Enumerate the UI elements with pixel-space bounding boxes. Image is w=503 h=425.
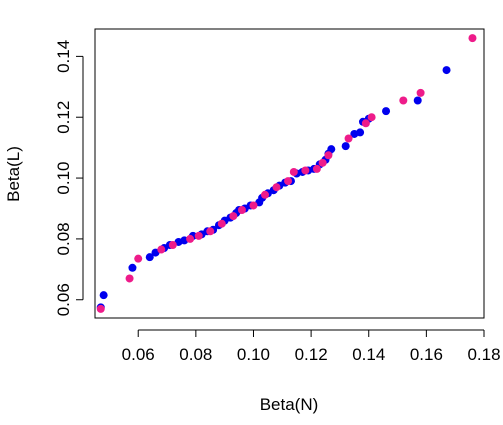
data-point-series-2 xyxy=(399,96,408,105)
data-point-series-2 xyxy=(361,119,370,128)
y-tick-label: 0.12 xyxy=(54,101,73,134)
data-point-series-2 xyxy=(229,212,238,221)
data-point-series-2 xyxy=(96,304,105,313)
data-point-series-2 xyxy=(289,167,298,176)
y-tick-label: 0.06 xyxy=(54,283,73,316)
data-point-series-2 xyxy=(324,151,333,160)
data-point-series-2 xyxy=(416,88,425,97)
data-point-series-2 xyxy=(125,274,134,283)
x-tick-label: 0.10 xyxy=(237,345,270,364)
data-point-series-2 xyxy=(318,158,327,167)
data-point-series-1 xyxy=(145,253,154,262)
data-point-series-2 xyxy=(468,34,477,43)
data-point-series-1 xyxy=(413,96,422,105)
data-point-series-1 xyxy=(128,263,137,272)
data-point-series-2 xyxy=(134,254,143,263)
data-point-series-1 xyxy=(341,142,350,151)
x-tick-label: 0.18 xyxy=(467,345,500,364)
x-tick-label: 0.12 xyxy=(295,345,328,364)
data-point-series-2 xyxy=(261,190,270,199)
data-point-series-1 xyxy=(442,66,451,75)
data-point-series-2 xyxy=(157,245,166,254)
points-layer xyxy=(96,34,477,313)
y-tick-label: 0.08 xyxy=(54,222,73,255)
plot-frame xyxy=(94,28,485,319)
data-point-series-2 xyxy=(301,166,310,175)
data-point-series-2 xyxy=(249,201,258,210)
x-tick-label: 0.08 xyxy=(179,345,212,364)
data-point-series-2 xyxy=(367,113,376,122)
data-point-series-2 xyxy=(312,164,321,173)
data-point-series-1 xyxy=(99,291,108,300)
data-point-series-2 xyxy=(168,240,177,249)
x-tick-label: 0.14 xyxy=(352,345,385,364)
y-tick-label: 0.14 xyxy=(54,40,73,73)
x-tick-label: 0.06 xyxy=(122,345,155,364)
y-tick-label: 0.10 xyxy=(54,162,73,195)
data-point-series-2 xyxy=(206,227,215,236)
data-point-series-2 xyxy=(194,231,203,240)
y-axis-title: Beta(L) xyxy=(4,146,23,202)
data-point-series-2 xyxy=(272,183,281,192)
data-point-series-1 xyxy=(327,145,336,154)
y-axis: 0.06 0.08 0.10 0.12 0.14 xyxy=(54,40,84,316)
data-point-series-2 xyxy=(284,177,293,186)
data-point-series-2 xyxy=(344,134,353,143)
data-point-series-2 xyxy=(186,234,195,243)
data-point-series-2 xyxy=(237,206,246,215)
x-axis: 0.06 0.08 0.10 0.12 0.14 0.16 0.18 xyxy=(122,329,501,364)
data-point-series-2 xyxy=(217,219,226,228)
data-point-series-1 xyxy=(382,107,391,116)
x-tick-label: 0.16 xyxy=(410,345,443,364)
data-point-series-1 xyxy=(356,128,365,137)
x-axis-title: Beta(N) xyxy=(260,395,319,414)
